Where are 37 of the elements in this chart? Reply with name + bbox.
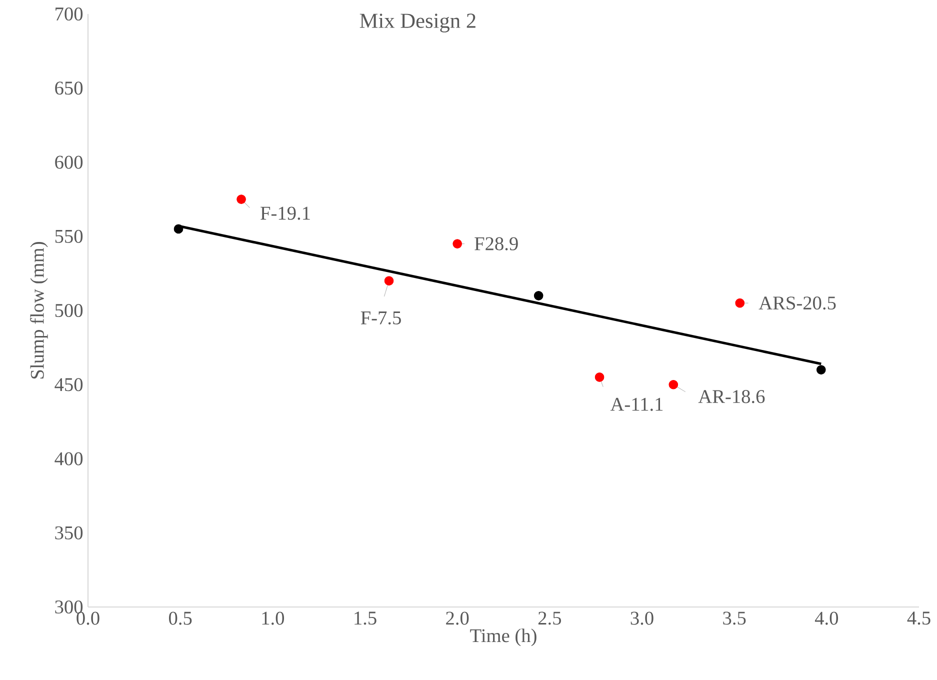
x-tick-label: 1.0 <box>262 612 284 625</box>
y-tick-label: 700 <box>56 7 83 21</box>
y-axis-title: Slump flow (mm) <box>30 242 48 378</box>
annotation: F-19.1 <box>260 206 310 220</box>
x-tick-label: 4.5 <box>907 612 930 625</box>
point <box>735 298 745 308</box>
x-tick-label: 1.5 <box>354 612 376 625</box>
x-tick-label: 0.0 <box>76 612 100 625</box>
point <box>594 372 604 382</box>
y-tick-label: 500 <box>55 304 83 318</box>
y-tick-label: 550 <box>55 230 83 243</box>
point <box>236 194 246 204</box>
x-tick-label: 3.0 <box>630 612 654 625</box>
point <box>816 365 826 374</box>
x-axis-title: Time (h) <box>470 628 536 646</box>
x-tick-label: 3.5 <box>723 612 746 625</box>
annotation: A-11.1 <box>610 398 663 411</box>
x-tick-label: 2.5 <box>538 612 561 625</box>
annotation: AR-18.6 <box>698 390 765 404</box>
y-tick-label: 300 <box>55 600 83 614</box>
annotation: F28.9 <box>474 237 518 250</box>
y-tick-label: 400 <box>54 452 83 466</box>
y-tick-label: 450 <box>54 378 83 392</box>
x-tick-label: 2.0 <box>446 612 469 625</box>
y-tick-label: 350 <box>55 526 83 540</box>
point <box>534 290 544 300</box>
point <box>174 224 184 234</box>
y-tick-label: 600 <box>55 156 83 169</box>
x-tick-label: 4.0 <box>814 612 838 625</box>
point <box>668 380 678 390</box>
annotation: ARS-20.5 <box>758 296 836 310</box>
annotation: F-7.5 <box>360 312 401 324</box>
y-tick-label: 650 <box>55 82 83 95</box>
x-tick-label: 0.5 <box>168 612 192 625</box>
chart-title: Mix Design 2 <box>360 14 476 32</box>
point <box>384 276 394 286</box>
point <box>452 239 462 248</box>
